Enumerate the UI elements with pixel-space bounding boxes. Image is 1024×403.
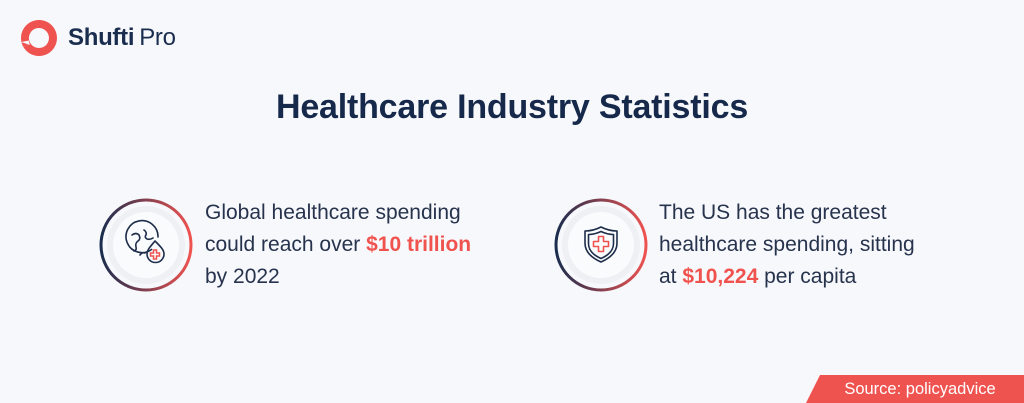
stat-text: The US has the greatest healthcare spend… [659,197,915,293]
brand-logo: Shufti Pro [19,18,176,58]
stat-highlight-value: $10,224 [682,265,759,288]
ring-logo-icon [20,19,57,56]
globe-with-medical-drop-icon [125,219,165,264]
stat-line: The US has the greatest [659,201,887,224]
stat-line: could reach over $10 trillion [205,229,471,261]
stat-text-segment: per capita [758,265,857,288]
stat-icon-ring [553,197,649,293]
stat-text: Global healthcare spending could reach o… [205,197,471,293]
stat-line: by 2022 [205,265,280,288]
stat-line: at $10,224 per capita [659,261,915,293]
stat-line: Global healthcare spending [205,201,461,224]
gradient-ring [554,198,648,292]
stat-text-segment: could reach over [205,233,367,256]
brand-name: Shufti Pro [68,24,176,52]
stat-highlight-value: $10 trillion [366,233,472,256]
gradient-ring [99,198,193,292]
stat-text-segment: at [659,265,683,288]
page-title: Healthcare Industry Statistics [275,88,749,126]
source-badge: Source: policyadvice [806,375,1024,403]
stat-card-us-spending: The US has the greatest healthcare spend… [553,197,915,293]
brand-name-bold: Shufti [68,24,135,51]
brand-name-light: Pro [139,24,176,51]
stat-line: healthcare spending, sitting [659,233,915,256]
shield-with-medical-cross-icon [584,226,618,263]
stat-card-global-spending: Global healthcare spending could reach o… [98,197,471,293]
stat-icon-ring [98,197,194,293]
